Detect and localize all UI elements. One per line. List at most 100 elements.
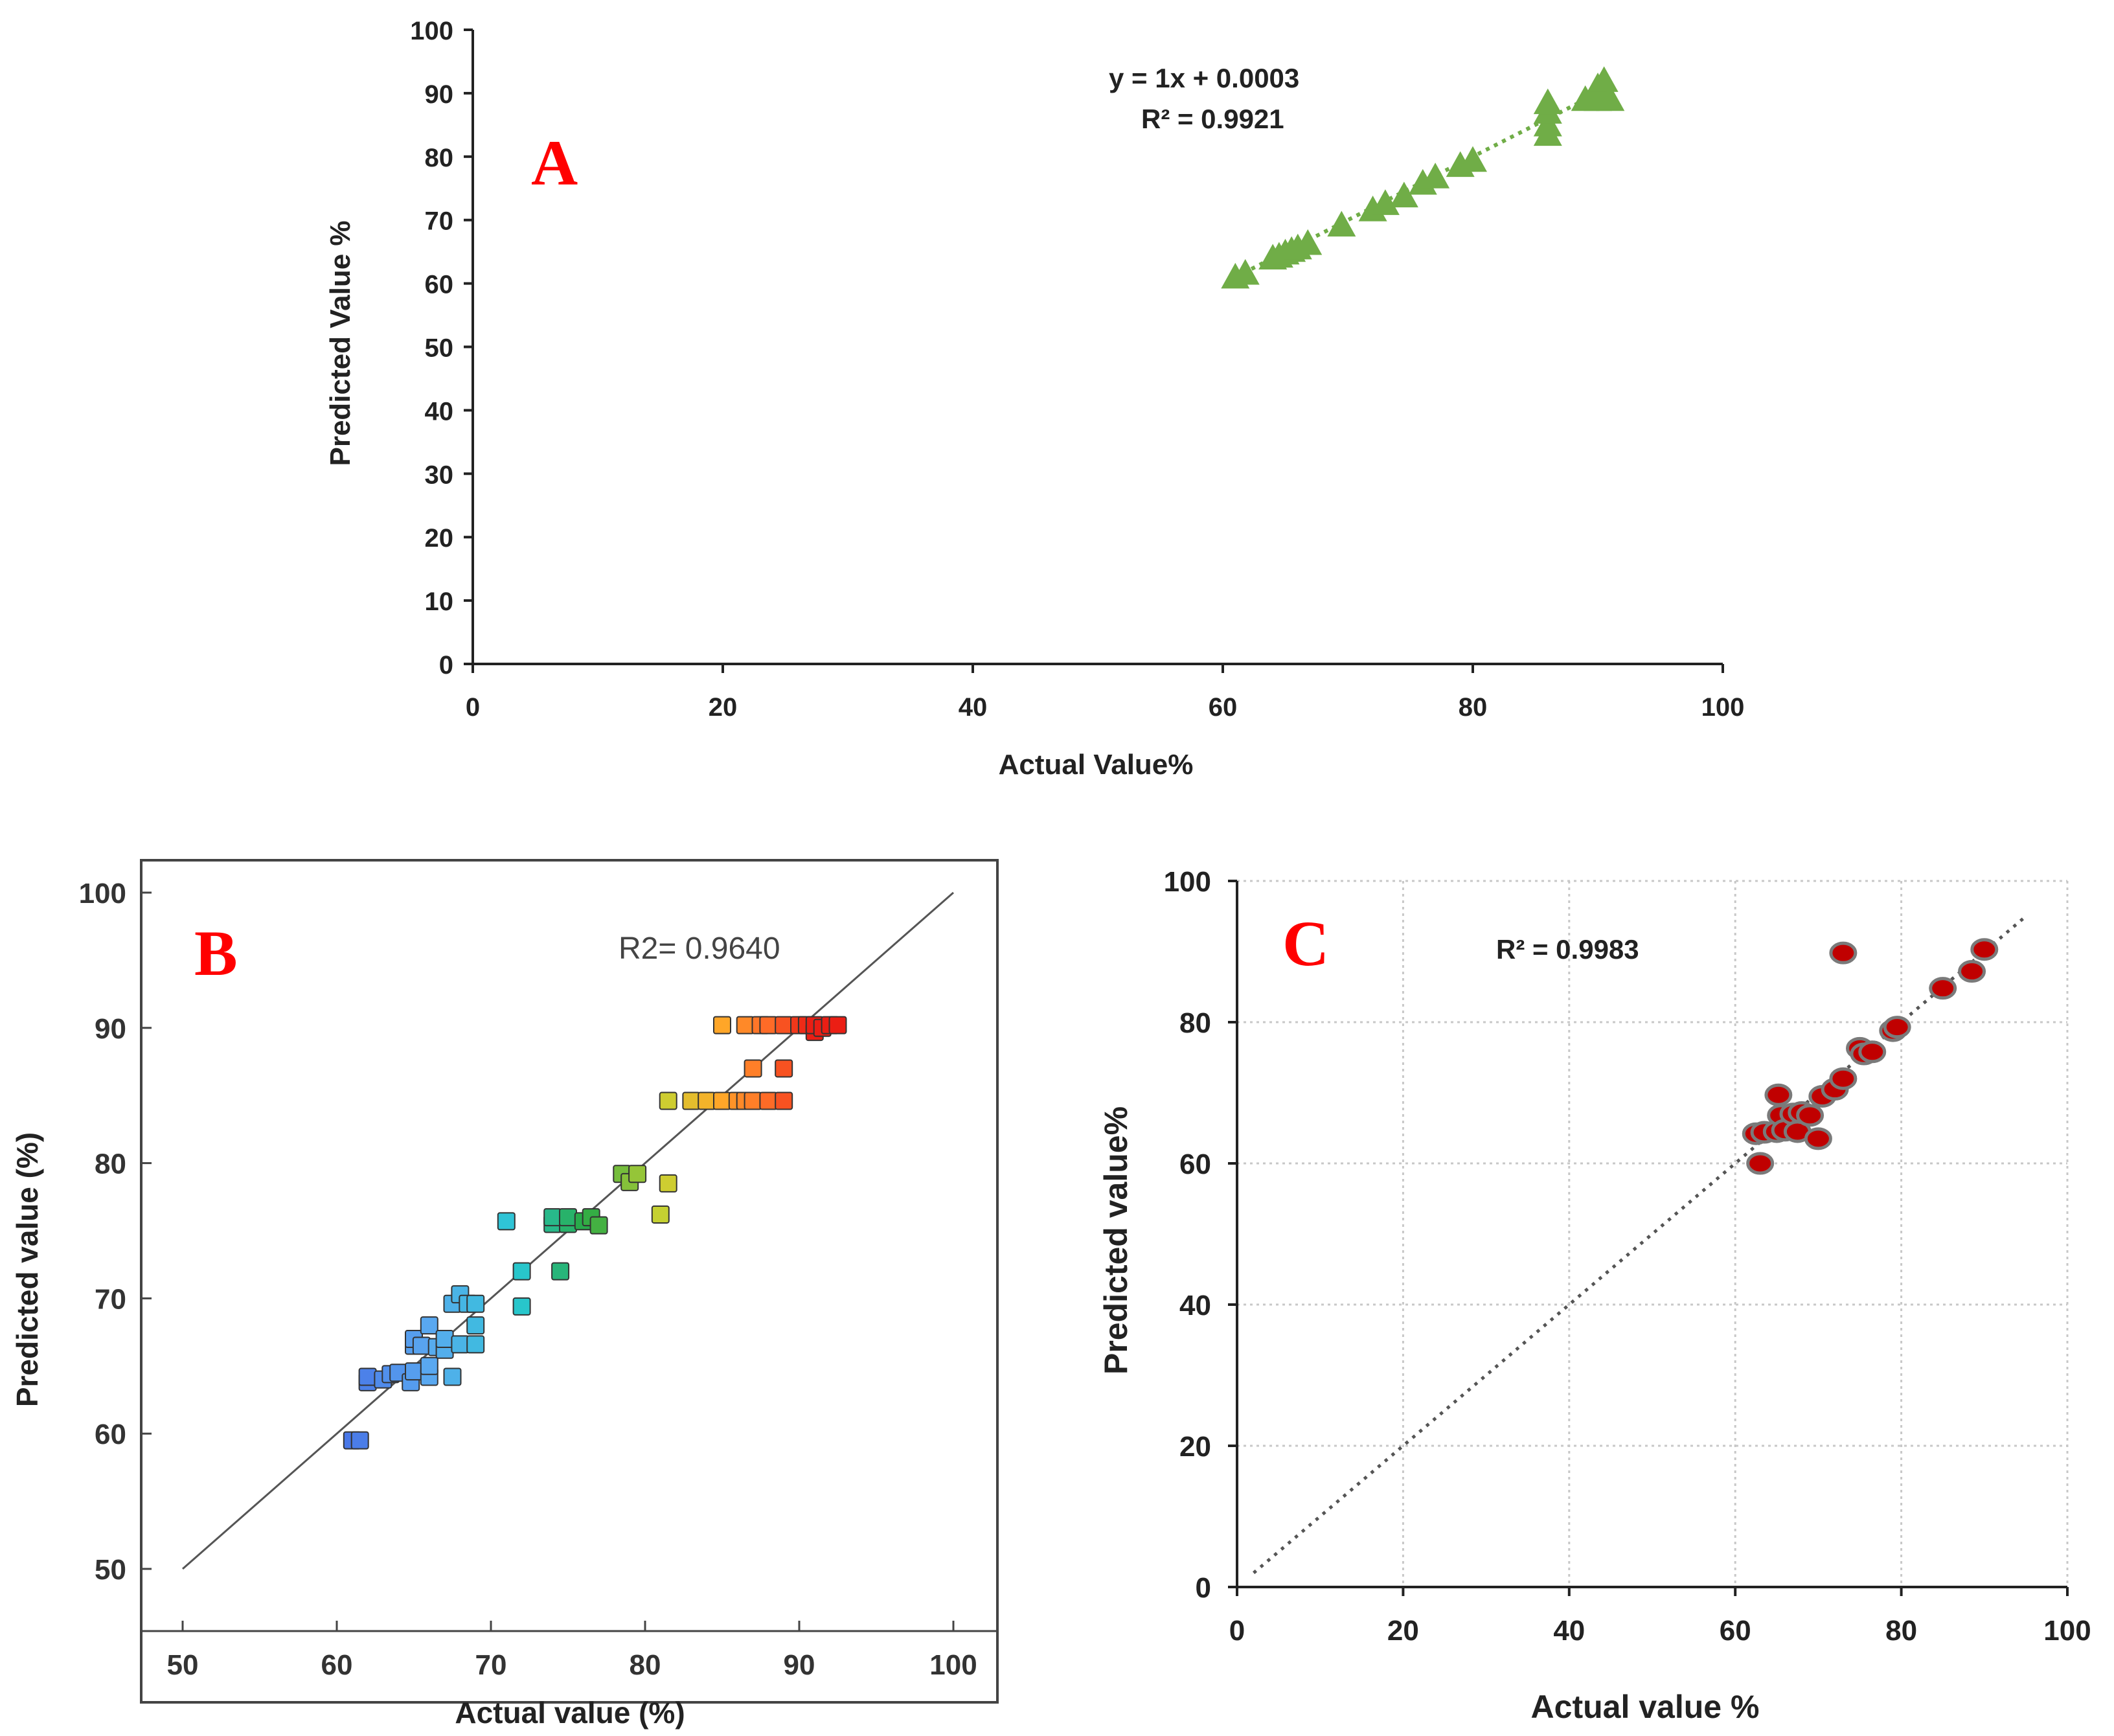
panel-b-xtick-label: 70	[475, 1649, 507, 1681]
panel-c-xtick-label: 60	[1720, 1615, 1751, 1647]
panel-b-point	[713, 1016, 731, 1034]
panel-c-axes	[1236, 881, 2067, 1588]
panel-b-point	[589, 1216, 608, 1235]
panel-a-point	[1389, 181, 1418, 208]
panel-b-point	[512, 1262, 531, 1281]
panel-b-point	[736, 1016, 755, 1034]
panel-a-xlabel: Actual Value%	[999, 749, 1194, 781]
panel-a-ytick-label: 30	[425, 461, 454, 489]
panel-b-ytick-label: 80	[95, 1148, 126, 1180]
panel-a-equation: y = 1x + 0.0003	[1109, 63, 1299, 93]
panel-a-r2: R² = 0.9921	[1141, 104, 1284, 134]
panel-b-xlabel: Actual value (%)	[455, 1696, 685, 1730]
panel-b-point	[466, 1294, 485, 1313]
panel-b-point	[420, 1356, 438, 1375]
panel-b-point	[435, 1330, 454, 1349]
panel-a-point	[1589, 66, 1619, 92]
panel-b-point	[443, 1367, 462, 1386]
panel-a-point	[1533, 88, 1562, 115]
panel-a-points	[1221, 66, 1625, 289]
panel-b-point	[543, 1208, 562, 1227]
panel-b-xtick-label: 50	[167, 1649, 199, 1681]
panel-c-point	[1796, 1104, 1824, 1127]
panel-b-point	[466, 1335, 485, 1354]
panel-c-point	[1829, 1067, 1858, 1090]
panel-b-ytick-label: 60	[95, 1419, 126, 1450]
panel-c-trendline-line	[1253, 915, 2027, 1575]
panel-c: 0 20 40 60 80 100 0 20 40 60 80 100 C R² = 0.9983 A…	[1098, 866, 2091, 1725]
panel-a-ytick-label: 70	[425, 207, 454, 236]
panel-c-point	[1970, 938, 1999, 961]
panel-a-ytick-label: 80	[425, 144, 454, 172]
panel-c-point	[1858, 1040, 1887, 1064]
panel-b-point	[744, 1091, 762, 1110]
panel-b-point	[628, 1165, 647, 1183]
panel-b-point	[559, 1208, 577, 1227]
panel-c-xtick-label: 100	[2043, 1615, 2091, 1647]
panel-c-point	[1883, 1016, 1911, 1039]
panel-c-letter: C	[1282, 908, 1329, 979]
panel-c-ytick-label: 40	[1179, 1290, 1211, 1321]
panel-c-ticks: 0 20 40 60 80 100 0 20 40 60 80 100	[1164, 866, 2091, 1647]
panel-b-point	[551, 1262, 570, 1281]
panel-c-r2: R² = 0.9983	[1496, 934, 1639, 965]
panel-b-xtick-label: 60	[321, 1649, 353, 1681]
panel-b-point	[420, 1316, 438, 1335]
panel-b-letter: B	[194, 917, 238, 989]
panel-b-ytick-label: 70	[95, 1283, 126, 1315]
panel-c-grid	[1237, 880, 2069, 1587]
panel-a-point	[1421, 163, 1450, 188]
panel-a-xtick-label: 40	[959, 693, 988, 722]
panel-a-ytick-label: 0	[439, 651, 453, 680]
panel-b-point	[651, 1205, 670, 1224]
panel-a-ytick-label: 90	[425, 80, 454, 109]
panel-a-xtick-label: 60	[1209, 693, 1238, 722]
panel-c-ylabel: Predicted value%	[1098, 1106, 1134, 1375]
panel-c-ytick-label: 80	[1179, 1007, 1211, 1039]
panel-c-point	[1829, 941, 1858, 965]
panel-b-point	[659, 1174, 677, 1193]
panel-b-frame	[140, 859, 999, 1704]
panel-c-trendline	[1253, 915, 2027, 1575]
panel-a-point	[1459, 146, 1487, 172]
panel-b-point	[512, 1297, 531, 1316]
panel-c-xtick-label: 20	[1387, 1615, 1419, 1647]
panel-c-xtick-label: 80	[1885, 1615, 1917, 1647]
panel-a-ytick-label: 20	[425, 524, 454, 553]
panel-b-ytick-label: 100	[79, 878, 126, 909]
panel-a: 0 10 20 30 40 50 60 70 80 90 100 0 20 40 60 80 100 A y =…	[324, 17, 1744, 781]
panel-a-letter: A	[531, 127, 578, 199]
panel-a-xtick-label: 0	[466, 693, 480, 722]
panel-b-ytick-label: 90	[95, 1013, 126, 1045]
panel-b-point	[358, 1367, 377, 1386]
panel-c-points	[1742, 938, 1999, 1175]
panel-b-point	[775, 1091, 793, 1110]
panel-b-point	[659, 1091, 677, 1110]
panel-a-ylabel: Predicted Value %	[324, 220, 356, 466]
panel-b-ytick-label: 50	[95, 1554, 126, 1586]
panel-a-point	[1293, 229, 1323, 255]
panel-b-ticks: 50 60 70 80 90 100 50 60 70 80 90 100	[79, 878, 977, 1681]
panel-b-xtick-label: 90	[784, 1649, 815, 1681]
panel-b-point	[350, 1431, 369, 1450]
panel-a-ticks: 0 10 20 30 40 50 60 70 80 90 100 0 20 40 60 80 100	[410, 17, 1744, 722]
panel-a-ytick-label: 50	[425, 334, 454, 363]
panel-c-point	[1958, 960, 1986, 983]
panel-b-point	[497, 1212, 516, 1231]
panel-b-point	[405, 1362, 423, 1381]
panel-a-point	[1596, 85, 1625, 111]
panel-a-point	[1231, 258, 1260, 285]
panel-b-ylabel: Predicted value (%)	[10, 1132, 44, 1407]
panel-b-point	[466, 1316, 485, 1335]
panel-b-points	[343, 1016, 847, 1450]
panel-a-ytick-label: 60	[425, 271, 454, 299]
panel-b-point	[451, 1335, 470, 1354]
panel-a-point	[1327, 211, 1356, 237]
panel-c-ytick-label: 100	[1164, 866, 1211, 898]
panel-b-point	[713, 1091, 731, 1110]
panel-a-ytick-label: 100	[410, 17, 453, 45]
panel-b-r2: R2= 0.9640	[619, 931, 780, 966]
panel-c-point	[1746, 1152, 1775, 1175]
